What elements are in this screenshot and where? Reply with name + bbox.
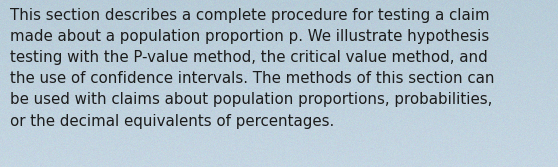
Text: This section describes a complete procedure for testing a claim
made about a pop: This section describes a complete proced…	[10, 8, 494, 129]
